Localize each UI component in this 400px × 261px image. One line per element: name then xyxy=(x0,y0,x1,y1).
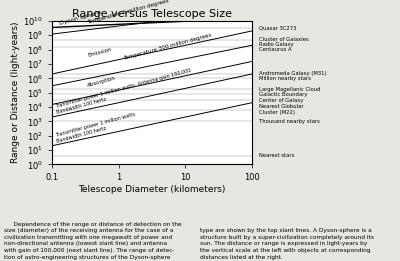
Text: Dependence of the range or distance of detection on the
size (diameter) of the r: Dependence of the range or distance of d… xyxy=(4,222,182,260)
Text: type are shown by the top slant lines. A Dyson-sphere is a
structure built by a : type are shown by the top slant lines. A… xyxy=(200,228,374,260)
X-axis label: Telescope Diameter (kilometers): Telescope Diameter (kilometers) xyxy=(78,185,226,194)
Text: Temperature 3 million degrees: Temperature 3 million degrees xyxy=(87,0,170,25)
Text: Galactic Boundary: Galactic Boundary xyxy=(259,92,308,97)
Text: Absorption: Absorption xyxy=(87,75,117,88)
Text: Emission: Emission xyxy=(87,47,112,58)
Text: Transmitter power 1 million watts
Bandwidth 100 hertz: Transmitter power 1 million watts Bandwi… xyxy=(54,112,137,144)
Y-axis label: Range or Distance (light-years): Range or Distance (light-years) xyxy=(12,22,20,163)
Text: Radio Galaxy
Centaurus A: Radio Galaxy Centaurus A xyxy=(259,42,294,52)
Title: Range versus Telescope Size: Range versus Telescope Size xyxy=(72,9,232,19)
Text: Thousand nearby stars: Thousand nearby stars xyxy=(259,119,320,124)
Text: Large Magellanic Cloud: Large Magellanic Cloud xyxy=(259,87,320,92)
Text: Center of Galaxy: Center of Galaxy xyxy=(259,98,303,103)
Text: Temperature 300 million degrees: Temperature 300 million degrees xyxy=(123,33,212,61)
Text: Cluster of Galaxies: Cluster of Galaxies xyxy=(259,37,309,42)
Text: Dyson sphere: Dyson sphere xyxy=(58,10,101,26)
Text: Nearest stars: Nearest stars xyxy=(259,153,294,158)
Text: Transmitter power 1 million watts  Antenna gain 100,000
Bandwidth 100 hertz: Transmitter power 1 million watts Antenn… xyxy=(54,68,193,115)
Text: Nearest Globular
Cluster (M22): Nearest Globular Cluster (M22) xyxy=(259,104,304,115)
Text: Million nearby stars: Million nearby stars xyxy=(259,76,311,81)
Text: Quasar 3C273: Quasar 3C273 xyxy=(259,26,296,31)
Text: Andromeda Galaxy (M31): Andromeda Galaxy (M31) xyxy=(259,72,326,76)
